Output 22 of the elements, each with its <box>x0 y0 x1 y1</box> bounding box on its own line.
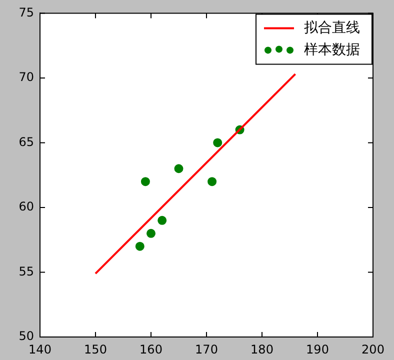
x-tick-label: 170 <box>195 342 218 356</box>
point <box>140 177 150 186</box>
x-tick-label: 200 <box>362 342 384 356</box>
y-tick-label: 50 <box>18 329 34 344</box>
point <box>146 228 156 238</box>
y-tick-label: 55 <box>18 264 34 278</box>
x-tick-label: 140 <box>28 342 52 356</box>
x-tick-label: 150 <box>84 342 107 356</box>
point <box>158 216 167 225</box>
x-tick-label: 180 <box>250 342 274 356</box>
x-tick-label: 160 <box>140 342 162 356</box>
y-tick-label: 70 <box>18 70 34 84</box>
point <box>208 177 217 186</box>
legend-label: 拟合直线 <box>304 20 360 36</box>
legend-label: 样本数据 <box>304 42 360 58</box>
point <box>213 138 222 148</box>
y-tick-label: 65 <box>18 134 34 149</box>
y-tick-label: 60 <box>18 200 34 214</box>
x-tick-label: 190 <box>306 342 329 356</box>
point <box>174 164 184 174</box>
y-tick-label: 75 <box>18 5 34 20</box>
point <box>135 242 144 251</box>
